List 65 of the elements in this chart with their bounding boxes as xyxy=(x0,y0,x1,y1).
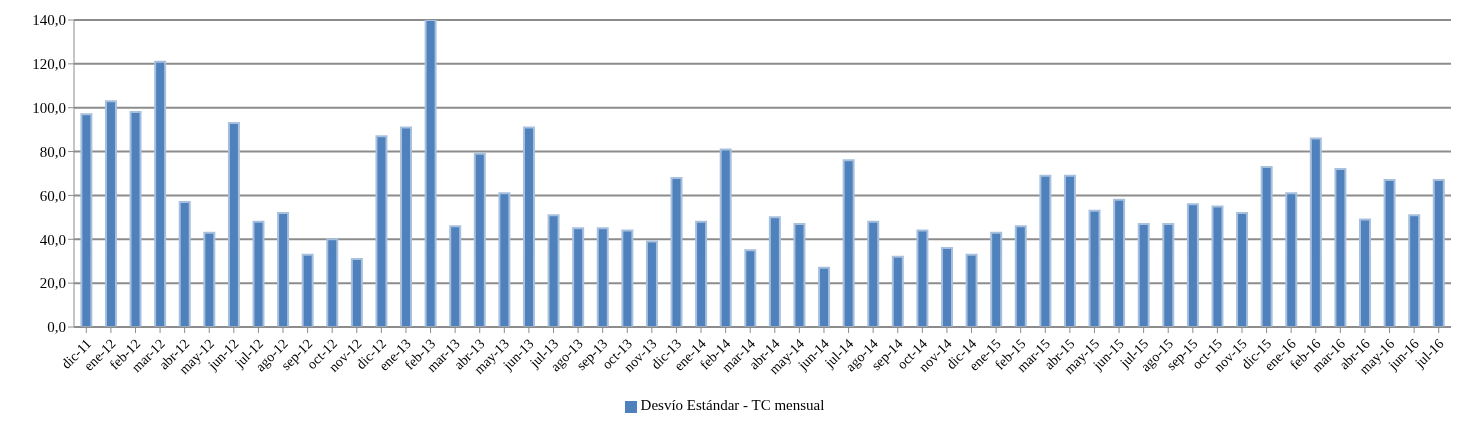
legend-label: Desvío Estándar - TC mensual xyxy=(640,397,825,413)
y-tick-label: 40,0 xyxy=(39,231,66,248)
bar xyxy=(522,126,535,327)
bar xyxy=(670,176,683,327)
bar xyxy=(227,122,240,327)
bar xyxy=(301,253,314,327)
bar xyxy=(203,231,216,327)
bar xyxy=(916,229,929,327)
bar xyxy=(375,135,388,327)
bar xyxy=(621,229,634,327)
bar xyxy=(473,152,486,327)
bar xyxy=(277,211,290,327)
bar xyxy=(104,100,117,327)
bar xyxy=(1014,225,1027,327)
bar xyxy=(1334,168,1347,327)
bar xyxy=(424,20,437,327)
bar xyxy=(154,60,167,327)
bar xyxy=(350,258,363,327)
bar xyxy=(1309,137,1322,327)
y-tick-label: 120,0 xyxy=(32,56,66,73)
y-tick-label: 60,0 xyxy=(39,187,66,204)
bar xyxy=(547,214,560,327)
bar xyxy=(645,240,658,327)
bar xyxy=(129,111,142,327)
bar xyxy=(1383,179,1396,327)
bar xyxy=(1359,218,1372,327)
bar xyxy=(572,227,585,327)
bar xyxy=(1063,174,1076,327)
y-tick-label: 20,0 xyxy=(39,275,66,292)
bar xyxy=(1260,165,1273,327)
bar xyxy=(1088,209,1101,327)
bar xyxy=(252,220,265,327)
bar xyxy=(1285,192,1298,327)
bar xyxy=(965,253,978,327)
bar xyxy=(1137,222,1150,327)
bar xyxy=(596,227,609,327)
bar xyxy=(1408,214,1421,327)
bar xyxy=(695,220,708,327)
bar xyxy=(80,113,93,327)
bar xyxy=(768,216,781,327)
bar xyxy=(449,225,462,327)
bar xyxy=(990,231,1003,327)
bar xyxy=(1113,198,1126,327)
bar xyxy=(1432,179,1445,327)
y-tick-label: 0,0 xyxy=(47,319,66,336)
y-tick-label: 100,0 xyxy=(32,100,66,117)
y-tick-label: 80,0 xyxy=(39,143,66,160)
bar xyxy=(1039,174,1052,327)
bar xyxy=(1162,222,1175,327)
bar xyxy=(498,192,511,327)
bar xyxy=(744,249,757,327)
bar xyxy=(1236,211,1249,327)
bar xyxy=(326,238,339,327)
bar xyxy=(818,266,831,327)
y-tick-label: 140,0 xyxy=(32,12,66,29)
bar xyxy=(941,247,953,327)
bar xyxy=(1186,203,1199,327)
bar xyxy=(793,222,806,327)
bar xyxy=(891,255,904,327)
bar xyxy=(1211,205,1224,327)
bar xyxy=(842,159,855,327)
bar xyxy=(867,220,880,327)
bar xyxy=(178,201,191,327)
bar xyxy=(719,148,732,327)
bar xyxy=(400,126,413,327)
